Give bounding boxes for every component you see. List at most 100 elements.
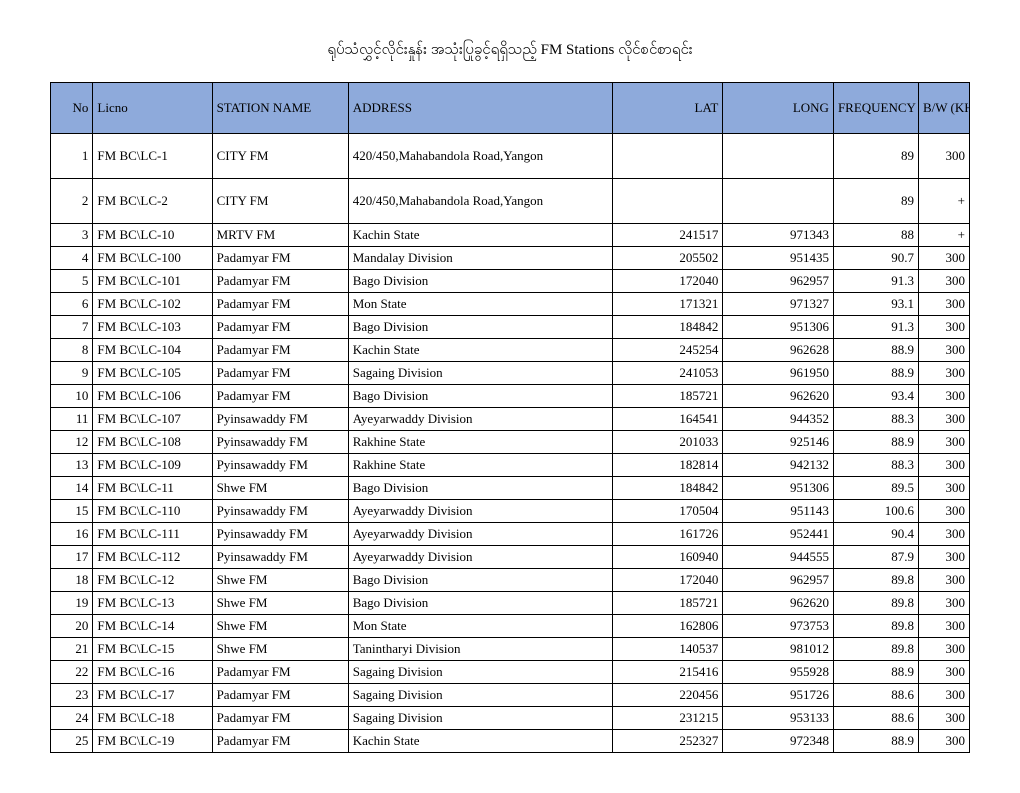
cell-address: Mon State <box>348 293 612 316</box>
cell-licno: FM BC\LC-112 <box>93 546 212 569</box>
cell-freq: 88.9 <box>833 431 918 454</box>
cell-no: 11 <box>51 408 93 431</box>
cell-station: Padamyar FM <box>212 362 348 385</box>
cell-long: 951143 <box>723 500 834 523</box>
table-header-row: No Licno STATION NAME ADDRESS LAT LONG F… <box>51 83 970 134</box>
cell-address: Bago Division <box>348 270 612 293</box>
cell-lat: 205502 <box>612 247 723 270</box>
cell-long: 961950 <box>723 362 834 385</box>
cell-address: 420/450,Mahabandola Road,Yangon <box>348 179 612 224</box>
cell-station: Padamyar FM <box>212 339 348 362</box>
cell-licno: FM BC\LC-12 <box>93 569 212 592</box>
cell-lat: 245254 <box>612 339 723 362</box>
table-row: 2FM BC\LC-2CITY FM420/450,Mahabandola Ro… <box>51 179 970 224</box>
table-row: 14FM BC\LC-11Shwe FMBago Division1848429… <box>51 477 970 500</box>
table-row: 4FM BC\LC-100Padamyar FMMandalay Divisio… <box>51 247 970 270</box>
cell-freq: 88.6 <box>833 684 918 707</box>
cell-freq: 88 <box>833 224 918 247</box>
cell-freq: 89.8 <box>833 615 918 638</box>
cell-freq: 88.9 <box>833 661 918 684</box>
cell-address: Sagaing Division <box>348 684 612 707</box>
cell-freq: 89.8 <box>833 638 918 661</box>
cell-lat: 172040 <box>612 569 723 592</box>
page-title: ရုပ်သံလွှင့်လိုင်းနှုန်း အသုံးပြုခွင့်ရရ… <box>50 40 970 62</box>
cell-bw: 300 <box>918 270 969 293</box>
cell-long <box>723 179 834 224</box>
cell-freq: 89.8 <box>833 592 918 615</box>
cell-bw: 300 <box>918 431 969 454</box>
cell-licno: FM BC\LC-2 <box>93 179 212 224</box>
cell-station: Pyinsawaddy FM <box>212 546 348 569</box>
cell-licno: FM BC\LC-14 <box>93 615 212 638</box>
table-row: 20FM BC\LC-14Shwe FMMon State16280697375… <box>51 615 970 638</box>
cell-station: Padamyar FM <box>212 707 348 730</box>
cell-long: 962628 <box>723 339 834 362</box>
cell-licno: FM BC\LC-10 <box>93 224 212 247</box>
col-header-bw: B/W (KHz) <box>918 83 969 134</box>
cell-no: 13 <box>51 454 93 477</box>
cell-bw: + <box>918 224 969 247</box>
cell-station: Shwe FM <box>212 615 348 638</box>
cell-freq: 91.3 <box>833 316 918 339</box>
col-header-address: ADDRESS <box>348 83 612 134</box>
cell-no: 17 <box>51 546 93 569</box>
table-row: 23FM BC\LC-17Padamyar FMSagaing Division… <box>51 684 970 707</box>
cell-bw: 300 <box>918 454 969 477</box>
cell-long: 952441 <box>723 523 834 546</box>
cell-no: 5 <box>51 270 93 293</box>
cell-lat: 201033 <box>612 431 723 454</box>
table-row: 10FM BC\LC-106Padamyar FMBago Division18… <box>51 385 970 408</box>
cell-address: Kachin State <box>348 730 612 753</box>
table-row: 22FM BC\LC-16Padamyar FMSagaing Division… <box>51 661 970 684</box>
cell-freq: 88.9 <box>833 339 918 362</box>
cell-bw: 300 <box>918 638 969 661</box>
cell-station: Shwe FM <box>212 592 348 615</box>
cell-no: 14 <box>51 477 93 500</box>
cell-lat: 160940 <box>612 546 723 569</box>
cell-station: Shwe FM <box>212 638 348 661</box>
table-row: 13FM BC\LC-109Pyinsawaddy FMRakhine Stat… <box>51 454 970 477</box>
cell-bw: 300 <box>918 546 969 569</box>
table-row: 6FM BC\LC-102Padamyar FMMon State1713219… <box>51 293 970 316</box>
cell-long: 951306 <box>723 316 834 339</box>
table-row: 11FM BC\LC-107Pyinsawaddy FMAyeyarwaddy … <box>51 408 970 431</box>
cell-long: 925146 <box>723 431 834 454</box>
table-row: 3FM BC\LC-10MRTV FMKachin State241517971… <box>51 224 970 247</box>
cell-freq: 93.1 <box>833 293 918 316</box>
cell-freq: 89 <box>833 134 918 179</box>
cell-lat: 171321 <box>612 293 723 316</box>
cell-station: CITY FM <box>212 134 348 179</box>
cell-licno: FM BC\LC-1 <box>93 134 212 179</box>
table-row: 17FM BC\LC-112Pyinsawaddy FMAyeyarwaddy … <box>51 546 970 569</box>
table-row: 5FM BC\LC-101Padamyar FMBago Division172… <box>51 270 970 293</box>
cell-no: 1 <box>51 134 93 179</box>
cell-address: Rakhine State <box>348 454 612 477</box>
table-row: 21FM BC\LC-15Shwe FMTanintharyi Division… <box>51 638 970 661</box>
cell-no: 10 <box>51 385 93 408</box>
cell-licno: FM BC\LC-16 <box>93 661 212 684</box>
cell-freq: 88.3 <box>833 454 918 477</box>
cell-freq: 89 <box>833 179 918 224</box>
cell-no: 18 <box>51 569 93 592</box>
cell-licno: FM BC\LC-15 <box>93 638 212 661</box>
cell-freq: 93.4 <box>833 385 918 408</box>
cell-freq: 88.6 <box>833 707 918 730</box>
cell-address: Mon State <box>348 615 612 638</box>
cell-bw: 300 <box>918 523 969 546</box>
col-header-licno: Licno <box>93 83 212 134</box>
cell-address: Bago Division <box>348 316 612 339</box>
cell-station: Padamyar FM <box>212 270 348 293</box>
cell-station: Padamyar FM <box>212 661 348 684</box>
cell-freq: 89.5 <box>833 477 918 500</box>
cell-long: 962957 <box>723 569 834 592</box>
cell-lat: 164541 <box>612 408 723 431</box>
cell-address: Kachin State <box>348 339 612 362</box>
cell-long: 944555 <box>723 546 834 569</box>
cell-bw: 300 <box>918 134 969 179</box>
cell-address: Sagaing Division <box>348 707 612 730</box>
cell-address: Rakhine State <box>348 431 612 454</box>
cell-lat: 184842 <box>612 316 723 339</box>
cell-station: Shwe FM <box>212 477 348 500</box>
cell-address: Bago Division <box>348 592 612 615</box>
cell-freq: 89.8 <box>833 569 918 592</box>
